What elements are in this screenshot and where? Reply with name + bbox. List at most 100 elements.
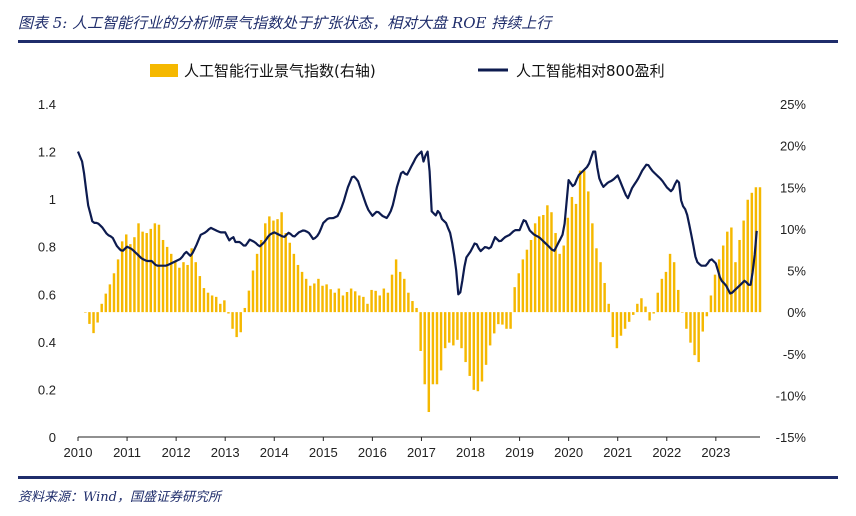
bar [713, 274, 717, 313]
bar [435, 312, 439, 385]
bar [125, 234, 128, 313]
bar [623, 312, 627, 329]
bar [488, 312, 492, 346]
bar [251, 270, 255, 313]
bar [554, 233, 557, 313]
bar [758, 187, 762, 313]
legend-bar-label: 人工智能行业景气指数(右轴) [184, 62, 376, 80]
bar [161, 239, 165, 313]
bar [178, 267, 181, 313]
bar [599, 262, 602, 313]
bar [325, 284, 328, 313]
bar [550, 212, 553, 313]
bar [726, 231, 729, 313]
bar [108, 284, 112, 313]
right-tick-label: 5% [787, 264, 806, 279]
bar [88, 312, 91, 324]
bar [668, 253, 672, 313]
bar [587, 191, 590, 313]
bar [566, 217, 570, 313]
bar [415, 307, 418, 313]
bar [382, 288, 386, 313]
bar [517, 273, 520, 313]
bar [746, 199, 749, 313]
bar [697, 312, 700, 363]
bar [419, 312, 422, 351]
bar [239, 312, 242, 333]
bar [100, 303, 103, 313]
bar [219, 303, 222, 313]
bar [476, 312, 480, 392]
bar [129, 244, 132, 313]
bar [157, 224, 161, 313]
bar [738, 239, 741, 313]
bar [231, 312, 234, 329]
right-tick-label: -15% [776, 430, 807, 445]
bar [681, 312, 684, 313]
bar [411, 301, 414, 313]
bar [656, 292, 660, 313]
bar [640, 298, 643, 313]
source-note: 资料来源：Wind，国盛证券研究所 [18, 490, 221, 505]
bar [304, 278, 308, 313]
left-tick-label: 1.4 [38, 97, 56, 112]
left-tick-label: 0.4 [38, 335, 56, 350]
bar [337, 288, 341, 313]
bar [366, 303, 369, 313]
bar [96, 312, 99, 323]
bar [255, 253, 259, 313]
bar [390, 274, 394, 313]
bar [280, 212, 283, 313]
bar [468, 312, 471, 376]
left-tick-label: 1 [49, 192, 56, 207]
bar [276, 219, 279, 313]
bar [546, 205, 549, 313]
x-tick-label: 2017 [407, 445, 436, 460]
bar [439, 312, 443, 371]
bar [210, 295, 214, 313]
bar [709, 295, 713, 313]
bar [717, 259, 721, 313]
bar [484, 312, 488, 365]
bar [493, 312, 496, 334]
legend: 人工智能行业景气指数(右轴) 人工智能相对800盈利 [150, 62, 665, 80]
bar [198, 276, 202, 313]
bar [235, 312, 238, 338]
bar [264, 223, 267, 313]
left-tick-label: 0 [49, 430, 56, 445]
bar [513, 287, 516, 313]
bar [169, 253, 173, 313]
bar [202, 288, 206, 313]
bar [570, 196, 574, 313]
bar [676, 289, 680, 313]
bar [501, 312, 504, 325]
bar [374, 290, 377, 313]
bar [537, 216, 541, 313]
bar [533, 223, 537, 313]
x-tick-label: 2012 [162, 445, 191, 460]
bar [693, 312, 696, 356]
bar [116, 259, 120, 313]
bar [104, 293, 108, 313]
bar [509, 312, 512, 329]
right-tick-label: 25% [780, 97, 806, 112]
bar [309, 285, 312, 313]
bar [742, 220, 745, 313]
title-rule [18, 40, 838, 43]
bar [120, 241, 124, 313]
bar [362, 296, 365, 313]
right-tick-label: 20% [780, 139, 806, 154]
bar [497, 312, 500, 325]
bar [562, 245, 565, 313]
bar [145, 233, 148, 313]
bar [259, 239, 263, 313]
bar [672, 262, 676, 313]
bar [182, 262, 185, 313]
x-tick-label: 2020 [554, 445, 583, 460]
bar [194, 262, 197, 313]
bar [313, 283, 316, 313]
bar [268, 216, 271, 313]
bar-series [84, 170, 762, 413]
bar [705, 312, 709, 317]
right-tick-label: -10% [776, 388, 807, 403]
